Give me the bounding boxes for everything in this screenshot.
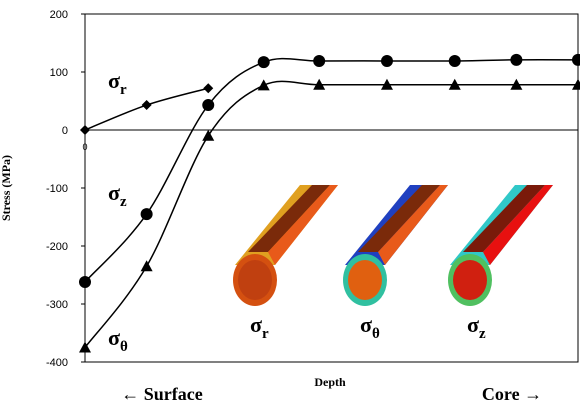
point bbox=[202, 130, 214, 141]
point bbox=[80, 125, 90, 135]
y-tick-label: 100 bbox=[50, 67, 68, 79]
x-axis-title: Depth bbox=[314, 375, 346, 389]
y-tick-label: -100 bbox=[46, 183, 68, 195]
point bbox=[202, 99, 214, 111]
point bbox=[381, 55, 393, 67]
point bbox=[141, 260, 153, 271]
point bbox=[141, 208, 153, 220]
y-tick-label: -200 bbox=[46, 241, 68, 253]
point bbox=[258, 79, 270, 90]
image-label: σθ bbox=[360, 312, 380, 342]
image-label: σr bbox=[250, 312, 269, 342]
left-note: ← Surface bbox=[121, 384, 202, 404]
x-tick-label: 0 bbox=[82, 142, 87, 152]
series-line bbox=[85, 59, 578, 282]
cylinders bbox=[233, 185, 553, 306]
y-tick-label: -400 bbox=[46, 357, 68, 369]
series-label: σz bbox=[108, 180, 127, 210]
chart: Stress (MPa) Depth ← Surface Core → -400… bbox=[0, 0, 580, 410]
image-label: σz bbox=[467, 312, 486, 342]
point bbox=[79, 276, 91, 288]
point bbox=[572, 54, 580, 66]
point bbox=[258, 56, 270, 68]
series-label: σr bbox=[108, 68, 127, 98]
point bbox=[510, 54, 522, 66]
series-label: σθ bbox=[108, 325, 128, 355]
y-tick-label: 0 bbox=[62, 125, 68, 137]
y-axis-title: Stress (MPa) bbox=[0, 155, 13, 221]
point bbox=[313, 55, 325, 67]
point bbox=[203, 83, 213, 93]
y-tick-label: 200 bbox=[50, 9, 68, 21]
y-tick-label: -300 bbox=[46, 299, 68, 311]
point bbox=[449, 55, 461, 67]
right-note: Core → bbox=[482, 384, 542, 404]
point bbox=[142, 100, 152, 110]
